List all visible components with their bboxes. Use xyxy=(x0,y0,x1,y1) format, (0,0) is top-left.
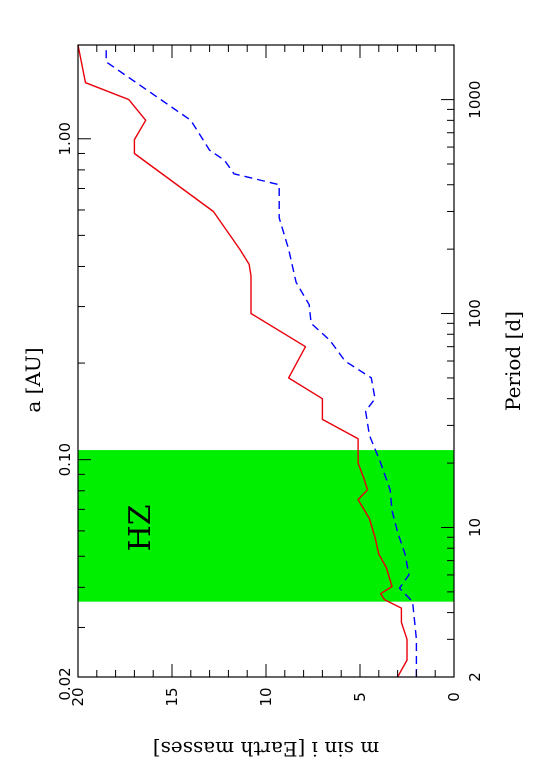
hz-band xyxy=(78,450,454,602)
hz-layer: HZ xyxy=(78,450,454,602)
mass-tick-label: 20 xyxy=(69,687,87,706)
labels-layer: 2 10 100 1000 0.02 0.10 1.00 0 5 10 15 20 Period [d]… xyxy=(21,81,525,761)
series-layer xyxy=(77,44,418,678)
period-tick-label: 100 xyxy=(466,299,484,328)
mass-tick-label: 5 xyxy=(351,692,369,702)
au-tick-label: 0.10 xyxy=(56,443,74,476)
x2-axis-title: a [AU] xyxy=(21,347,45,412)
period-tick-label: 10 xyxy=(466,518,484,537)
mass-tick-label: 0 xyxy=(445,692,463,702)
au-tick-label: 1.00 xyxy=(56,122,74,155)
mass-tick-label: 15 xyxy=(163,687,181,706)
period-tick-label: 2 xyxy=(466,672,484,682)
series-line-1 xyxy=(77,44,408,678)
hz-label: HZ xyxy=(123,504,158,551)
x-axis-title: Period [d] xyxy=(501,311,525,411)
au-tick-label: 0.02 xyxy=(56,667,74,700)
mass-tick-label: 10 xyxy=(257,687,275,706)
plot-frame xyxy=(77,44,455,678)
series-line-2 xyxy=(105,45,418,677)
y-axis-title: m sin i [Earth masses] xyxy=(153,737,379,761)
period-tick-label: 1000 xyxy=(466,81,484,119)
